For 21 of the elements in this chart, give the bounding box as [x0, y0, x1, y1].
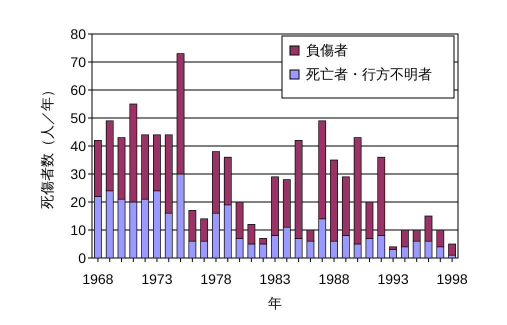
y-tick-label: 30 [70, 166, 86, 182]
x-tick-label: 1993 [377, 271, 409, 287]
y-tick-label: 20 [70, 194, 86, 210]
y-tick-label: 10 [70, 222, 86, 238]
x-tick-label: 1998 [436, 271, 468, 287]
y-tick-label: 40 [70, 138, 86, 154]
y-tick-label: 60 [70, 82, 86, 98]
y-tick-label: 50 [70, 110, 86, 126]
x-tick-label: 1978 [200, 271, 232, 287]
y-axis-title: 死傷者数（人／年） [39, 83, 55, 209]
y-tick-label: 70 [70, 54, 86, 70]
y-tick-label: 80 [70, 26, 86, 42]
x-axis-title: 年 [268, 295, 282, 311]
legend-label: 負傷者 [306, 42, 348, 58]
x-tick-label: 1983 [259, 271, 291, 287]
y-tick-label: 0 [78, 250, 86, 266]
x-tick-label: 1968 [82, 271, 114, 287]
x-tick-label: 1988 [318, 271, 350, 287]
bar [448, 244, 456, 256]
legend-label: 死亡者・行方不明者 [306, 66, 432, 82]
x-tick-label: 1973 [141, 271, 173, 287]
